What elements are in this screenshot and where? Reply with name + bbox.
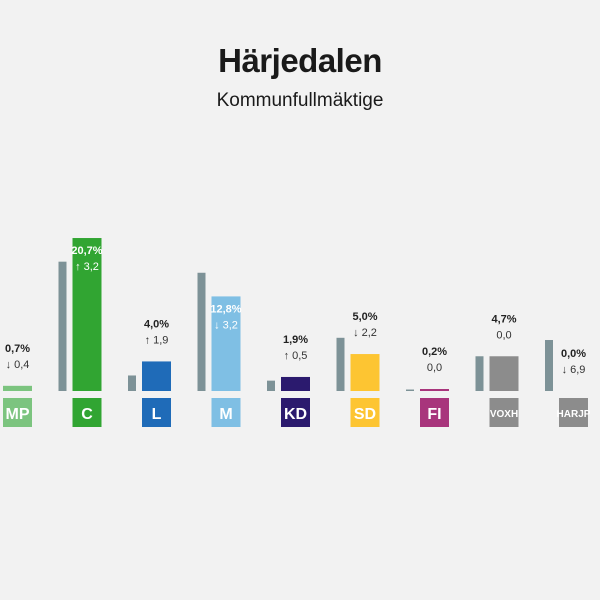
change-label-mp: ↓ 0,4 [6, 359, 30, 371]
value-label-m: 12,8% [210, 303, 241, 315]
value-label-mp: 0,7% [5, 343, 30, 355]
change-label-voxh: 0,0 [496, 329, 511, 341]
bar-previous-c [58, 261, 67, 391]
bar-current-mp [3, 385, 32, 391]
party-label-sd: SD [354, 406, 376, 423]
change-label-c: ↑ 3,2 [75, 261, 99, 273]
party-badge-kd [281, 398, 310, 427]
party-badge-l [142, 398, 171, 427]
value-label-harjp: 0,0% [561, 348, 586, 360]
party-badge-fi [420, 398, 449, 427]
party-badge-mp [3, 398, 32, 427]
bar-previous-l [128, 375, 136, 391]
party-label-c: C [81, 406, 93, 423]
bar-previous-harjp [545, 340, 553, 391]
value-label-l: 4,0% [144, 318, 169, 330]
value-label-voxh: 4,7% [491, 313, 516, 325]
party-label-mp: MP [6, 406, 30, 423]
party-label-harjp: HARJP [557, 409, 591, 420]
bar-previous-kd [267, 380, 275, 391]
change-label-harjp: ↓ 6,9 [562, 364, 586, 376]
bar-current-c [72, 238, 102, 391]
bar-previous-sd [336, 337, 345, 391]
bar-current-voxh [489, 356, 519, 391]
party-badge-harjp [559, 398, 588, 427]
party-label-l: L [152, 406, 162, 423]
bar-current-sd [350, 354, 380, 391]
change-label-m: ↓ 3,2 [214, 319, 238, 331]
change-label-kd: ↑ 0,5 [284, 350, 308, 362]
bar-previous-m [197, 272, 206, 391]
value-label-kd: 1,9% [283, 334, 308, 346]
bar-previous-voxh [475, 356, 484, 391]
bar-current-fi [420, 389, 449, 391]
party-label-voxh: VOXH [490, 409, 518, 420]
change-label-l: ↑ 1,9 [145, 334, 169, 346]
party-badge-voxh [489, 398, 519, 427]
party-label-fi: FI [427, 406, 441, 423]
party-label-kd: KD [284, 406, 307, 423]
bar-current-m [211, 296, 241, 391]
value-label-sd: 5,0% [352, 311, 377, 323]
party-badge-m [211, 398, 241, 427]
value-label-fi: 0,2% [422, 346, 447, 358]
bar-current-l [142, 361, 171, 391]
change-label-sd: ↓ 2,2 [353, 327, 377, 339]
chart-subtitle: Kommunfullmäktige [216, 90, 384, 111]
chart-title: Härjedalen [218, 42, 382, 79]
bar-previous-fi [406, 389, 414, 391]
party-label-m: M [219, 406, 232, 423]
value-label-c: 20,7% [71, 245, 102, 257]
change-label-fi: 0,0 [427, 362, 442, 374]
bar-current-kd [281, 376, 310, 391]
party-badge-c [72, 398, 102, 427]
party-badge-sd [350, 398, 380, 427]
